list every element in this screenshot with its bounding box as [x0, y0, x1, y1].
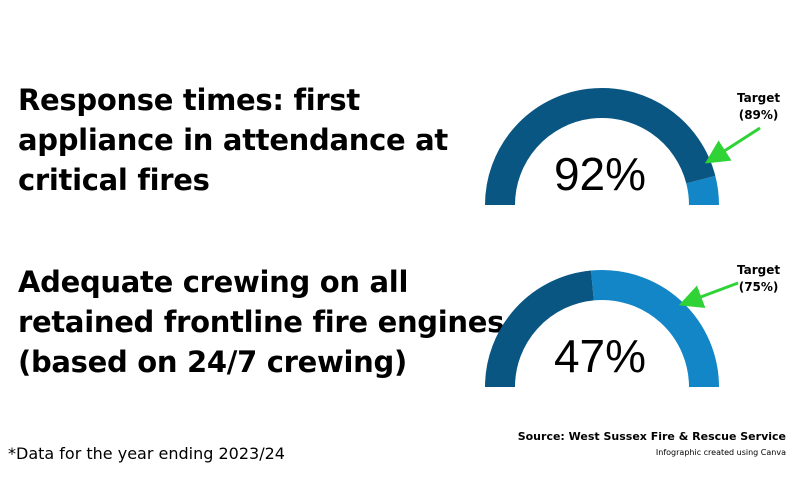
gauge-1-target-label: Target (89%): [737, 90, 780, 124]
gauge-2-remaining-arc: [591, 270, 719, 387]
metric-2-title-line-3: (based on 24/7 crewing): [18, 345, 407, 379]
metric-2-title-line-1: Adequate crewing on all: [18, 265, 409, 299]
metric-1-title-line-2: appliance in attendance at: [18, 123, 448, 157]
footnote: *Data for the year ending 2023/24: [8, 444, 285, 463]
metric-2-title-line-2: retained frontline fire engines: [18, 305, 505, 339]
source-credit: Source: West Sussex Fire & Rescue Servic…: [517, 430, 786, 443]
gauge-1-remaining-arc: [686, 175, 720, 205]
gauge-2-target-label: Target (75%): [737, 262, 780, 296]
gauge-1-target-label-line-1: Target: [737, 91, 781, 105]
gauge-1-achieved-arc: [485, 88, 716, 205]
gauge-2: 47%: [485, 270, 719, 387]
gauge-1-target-label-line-2: (89%): [738, 108, 779, 122]
metric-1-title: Response times: first appliance in atten…: [18, 80, 448, 200]
canva-credit: Infographic created using Canva: [655, 448, 786, 457]
gauge-1-value: 92%: [554, 148, 646, 200]
gauge-1: 92%: [485, 88, 720, 205]
gauge-2-value: 47%: [554, 330, 646, 382]
metric-1-title-line-3: critical fires: [18, 163, 210, 197]
metric-2-title: Adequate crewing on all retained frontli…: [18, 262, 504, 382]
metric-1-title-line-1: Response times: first: [18, 83, 360, 117]
gauge-2-target-label-line-2: (75%): [738, 280, 779, 294]
gauge-2-achieved-arc: [485, 270, 595, 387]
gauge-2-target-label-line-1: Target: [737, 263, 781, 277]
